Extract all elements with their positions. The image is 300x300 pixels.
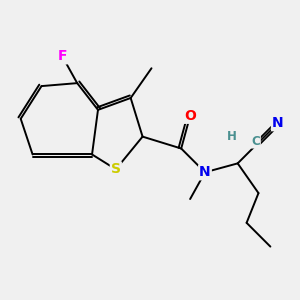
Text: C: C [251, 135, 260, 148]
Text: N: N [199, 165, 211, 179]
Text: O: O [184, 109, 196, 123]
Text: S: S [111, 162, 121, 176]
Text: H: H [227, 130, 237, 143]
Text: N: N [272, 116, 284, 130]
Text: F: F [58, 50, 67, 63]
